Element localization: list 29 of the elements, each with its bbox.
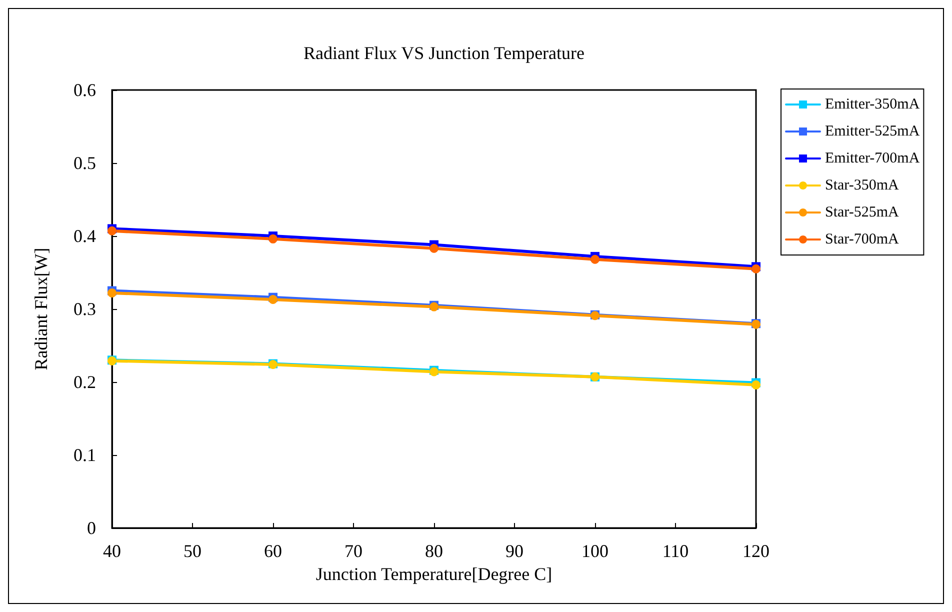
- y-tick-label: 0.6: [74, 80, 96, 100]
- x-tick-label: 40: [103, 541, 121, 561]
- legend-label: Star-525mA: [825, 204, 900, 220]
- x-axis-title: Junction Temperature[Degree C]: [316, 564, 552, 584]
- x-tick-label: 90: [506, 541, 524, 561]
- x-tick-label: 50: [184, 541, 202, 561]
- x-tick-label: 70: [344, 541, 362, 561]
- legend-label: Star-700mA: [825, 232, 900, 248]
- legend-label: Emitter-525mA: [825, 124, 920, 140]
- x-tick-label: 100: [582, 541, 608, 561]
- y-tick-label: 0.3: [74, 299, 96, 319]
- y-tick-label: 0.2: [74, 372, 96, 392]
- y-tick-label: 0.1: [74, 445, 96, 465]
- x-tick-label: 110: [662, 541, 689, 561]
- y-tick-label: 0: [87, 518, 96, 538]
- legend-label: Emitter-350mA: [825, 96, 920, 112]
- x-tick-label: 120: [742, 541, 770, 561]
- point: [590, 254, 600, 264]
- point: [268, 234, 278, 244]
- y-tick-label: 0.4: [74, 226, 96, 246]
- y-axis-title: Radiant Flux[W]: [31, 248, 51, 370]
- x-tick-label: 80: [425, 541, 443, 561]
- point: [268, 295, 278, 304]
- legend-label: Star-350mA: [825, 178, 900, 194]
- y-tick-label: 0.5: [74, 153, 96, 173]
- legend-label: Emitter-700mA: [825, 150, 920, 166]
- x-tick-label: 60: [264, 541, 282, 561]
- chart-title: Radiant Flux VS Junction Temperature: [303, 43, 585, 63]
- point: [430, 244, 438, 253]
